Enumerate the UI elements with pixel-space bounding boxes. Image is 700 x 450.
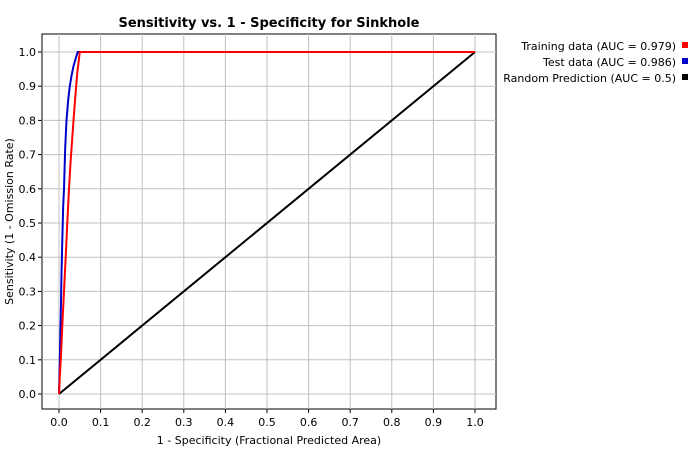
series-line-2 (58, 51, 476, 395)
axis-ticks: 0.0 0.1 0.2 0.3 0.4 0.5 0.6 0.7 0.8 0.9 1.0 0.0 0.1 0… (19, 46, 484, 429)
x-tick-label: 0.8 (383, 416, 401, 429)
x-tick-label: 0.3 (175, 416, 193, 429)
y-tick-label: 0.1 (19, 354, 37, 367)
y-axis-label: Sensitivity (1 - Omission Rate) (3, 138, 16, 305)
chart-title: Sensitivity vs. 1 - Specificity for Sink… (119, 16, 420, 31)
legend-swatch (682, 58, 688, 64)
y-tick-label: 0.2 (19, 320, 37, 333)
x-tick-label: 0.2 (133, 416, 151, 429)
legend-entry-label: Training data (AUC = 0.979) (520, 40, 676, 53)
y-tick-label: 0.8 (19, 114, 37, 127)
x-tick-label: 0.7 (341, 416, 359, 429)
x-tick-label: 0.0 (50, 416, 68, 429)
y-tick-label: 0.3 (19, 285, 37, 298)
y-tick-label: 0.4 (19, 251, 37, 264)
legend-swatch (682, 74, 688, 80)
x-tick-label: 1.0 (466, 416, 484, 429)
x-tick-label: 0.6 (300, 416, 318, 429)
x-axis-label: 1 - Specificity (Fractional Predicted Ar… (157, 434, 381, 447)
series-line-0 (58, 51, 475, 395)
y-tick-label: 0.6 (19, 183, 37, 196)
y-tick-label: 0.9 (19, 80, 37, 93)
y-tick-label: 0.5 (19, 217, 37, 230)
legend-swatch (682, 42, 688, 48)
x-tick-label: 0.1 (92, 416, 110, 429)
x-tick-label: 0.4 (217, 416, 235, 429)
series-lines (58, 51, 476, 395)
y-tick-label: 0.0 (19, 388, 37, 401)
y-tick-label: 1.0 (19, 46, 37, 59)
grid-lines (42, 34, 496, 409)
x-tick-label: 0.9 (425, 416, 443, 429)
legend-entry-label: Test data (AUC = 0.986) (542, 56, 676, 69)
x-tick-label: 0.5 (258, 416, 276, 429)
legend-entry-label: Random Prediction (AUC = 0.5) (503, 72, 676, 85)
y-tick-label: 0.7 (19, 149, 37, 162)
legend: Training data (AUC = 0.979) Test data (AU… (503, 40, 688, 85)
